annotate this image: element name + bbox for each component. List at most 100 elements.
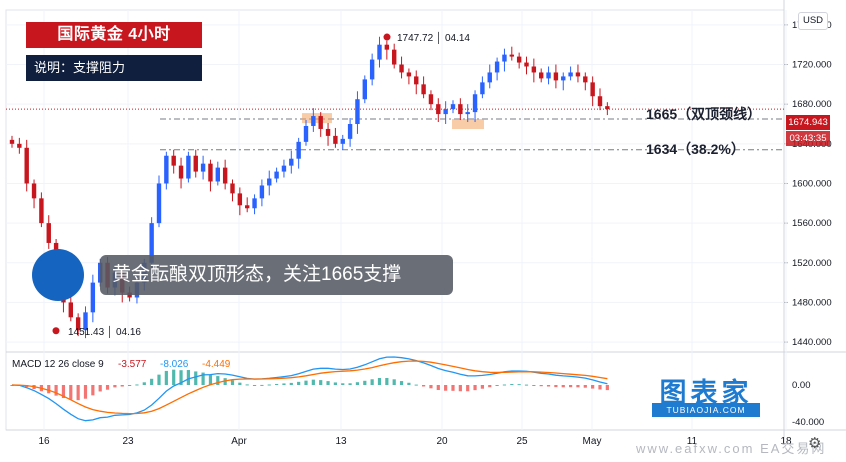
- macd-histogram-bar: [399, 381, 404, 385]
- macd-histogram-bar: [76, 385, 80, 401]
- candle-body: [296, 141, 301, 159]
- time-tick-label: May: [583, 436, 602, 447]
- candle-body: [347, 124, 353, 139]
- macd-histogram-bar: [532, 385, 536, 386]
- candle-body: [340, 138, 345, 144]
- macd-histogram-bar: [495, 385, 499, 386]
- macd-histogram-bar: [47, 385, 51, 394]
- settings-gear-icon[interactable]: ⚙: [808, 435, 822, 452]
- level-label-neckline: 1665（双顶颈线）: [646, 106, 762, 122]
- price-tick-label: 1440.000: [792, 337, 832, 348]
- candle-body: [539, 72, 544, 79]
- time-tick-label: Apr: [231, 436, 247, 447]
- candle-body: [186, 155, 191, 179]
- time-tick-label: 13: [335, 436, 347, 447]
- macd-histogram-bar: [326, 381, 330, 385]
- candle-body: [516, 56, 522, 63]
- candle-body: [487, 72, 492, 83]
- candle-body: [531, 66, 537, 73]
- time-tick-label: 18: [780, 436, 792, 447]
- macd-histogram-bar: [91, 385, 95, 396]
- candle-body: [259, 185, 265, 199]
- candle-body: [421, 84, 426, 95]
- macd-histogram-bar: [370, 379, 374, 385]
- macd-histogram-bar: [598, 385, 602, 390]
- candle-body: [156, 183, 162, 224]
- macd-histogram-bar: [282, 383, 286, 385]
- macd-histogram-bar: [488, 385, 492, 388]
- price-tick-label: 1520.000: [792, 258, 832, 269]
- candle-body: [318, 116, 323, 129]
- macd-histogram-bar: [444, 385, 448, 391]
- candle-body: [281, 165, 287, 172]
- candle-body: [237, 193, 243, 206]
- price-tick-label: 1680.000: [792, 99, 832, 110]
- candle-body: [362, 79, 367, 100]
- macd-histogram-bar: [172, 369, 176, 385]
- macd-histogram-bar: [414, 384, 418, 386]
- time-tick-label: 20: [436, 436, 448, 447]
- candle-body: [24, 147, 29, 184]
- macd-histogram-bar: [451, 385, 455, 391]
- macd-histogram-bar: [524, 384, 529, 386]
- macd-histogram-bar: [230, 380, 235, 385]
- candle-body: [458, 104, 463, 115]
- macd-histogram-bar: [480, 385, 484, 389]
- candle-body: [164, 155, 169, 184]
- macd-histogram-bar: [304, 380, 308, 385]
- macd-histogram-bar: [83, 385, 88, 399]
- countdown-tag: 03:43:35: [786, 131, 830, 146]
- macd-histogram-bar: [150, 378, 154, 385]
- neckline-zone-left: [302, 113, 332, 124]
- macd-value: -4.449: [202, 359, 231, 370]
- high-annotation: 1747.72 │ 04.14: [397, 31, 470, 45]
- macd-histogram-bar: [135, 384, 139, 386]
- macd-signal-line: [11, 360, 608, 415]
- macd-histogram-bar: [105, 385, 110, 390]
- macd-histogram-bar: [539, 385, 543, 387]
- candle-body: [575, 72, 581, 77]
- macd-histogram-bar: [385, 377, 389, 385]
- neckline-zone-right: [452, 119, 484, 130]
- candle-body: [450, 104, 456, 110]
- candle-body: [597, 96, 603, 107]
- macd-label: MACD 12 26 close 9: [12, 359, 104, 370]
- macd-histogram-bar: [245, 384, 249, 386]
- price-tick-label: 1600.000: [792, 178, 832, 189]
- candle-body: [9, 139, 15, 144]
- currency-button[interactable]: USD: [798, 12, 828, 30]
- chart-subtitle: 说明：支撑阻力: [26, 55, 202, 81]
- macd-histogram-bar: [61, 385, 66, 399]
- macd-histogram-bar: [377, 377, 382, 385]
- candle-body: [465, 112, 470, 115]
- macd-histogram-bar: [583, 385, 587, 388]
- candle-body: [222, 167, 228, 184]
- candle-body: [39, 198, 44, 224]
- candle-body: [546, 72, 551, 79]
- chart-title: 国际黄金 4小时: [26, 22, 202, 48]
- macd-histogram-bar: [392, 379, 396, 385]
- brand-logo-icon: [32, 249, 84, 301]
- price-tick-label: 1560.000: [792, 218, 832, 229]
- price-tick-label: 1480.000: [792, 297, 832, 308]
- macd-histogram-bar: [69, 385, 73, 400]
- macd-histogram-bar: [297, 381, 301, 385]
- candle-body: [178, 165, 184, 179]
- candle-body: [208, 163, 213, 182]
- macd-histogram-bar: [407, 382, 411, 385]
- candle-body: [193, 155, 198, 172]
- macd-histogram-bar: [355, 382, 360, 385]
- macd-histogram-bar: [569, 385, 573, 388]
- macd-histogram-bar: [120, 385, 124, 387]
- high-marker: [383, 33, 391, 41]
- macd-histogram-bar: [422, 385, 426, 387]
- watermark: www.eafxw.com EA交易网: [636, 441, 827, 456]
- brand-url: TUBIAOJIA.COM: [652, 403, 760, 417]
- macd-histogram-bar: [605, 385, 609, 391]
- candle-body: [245, 205, 250, 209]
- candle-body: [590, 82, 595, 97]
- time-tick-label: 16: [38, 436, 50, 447]
- candle-body: [171, 155, 176, 166]
- macd-histogram-bar: [436, 385, 440, 391]
